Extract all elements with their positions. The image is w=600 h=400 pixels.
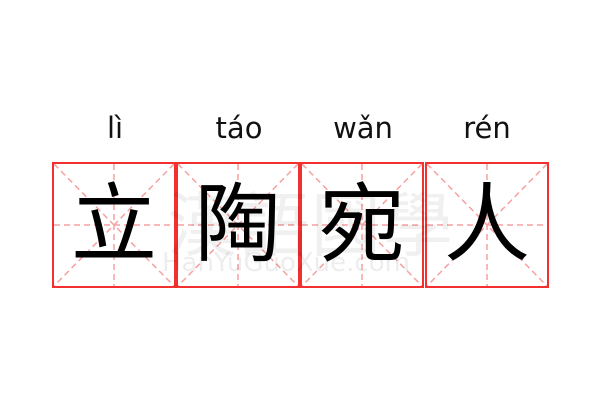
character: 立 (71, 175, 157, 275)
pinyin-3: wǎn (333, 111, 393, 145)
guide-lines (54, 164, 174, 286)
guide-lines (302, 164, 422, 286)
pinyin-2: táo (215, 111, 263, 145)
character: 宛 (319, 175, 405, 275)
character-cell: 宛 (300, 162, 424, 288)
character: 陶 (195, 175, 281, 275)
character: 人 (444, 175, 530, 275)
character-cell: 立 (52, 162, 176, 288)
character-grid: 立 陶 宛 人 (52, 162, 549, 288)
pinyin-1: lì (106, 111, 124, 145)
character-cell: 陶 (176, 162, 300, 288)
pinyin-4: rén (463, 111, 511, 145)
character-cell: 人 (425, 162, 549, 288)
guide-lines (427, 164, 547, 286)
guide-lines (178, 164, 298, 286)
